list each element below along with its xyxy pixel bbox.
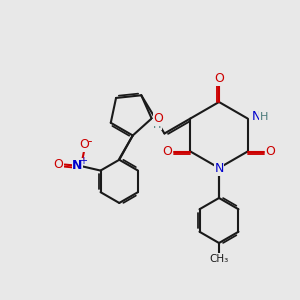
Text: -: - (87, 135, 92, 148)
Text: O: O (162, 145, 172, 158)
Text: O: O (214, 72, 224, 86)
Text: +: + (79, 156, 87, 166)
Text: N: N (72, 159, 82, 172)
Text: N: N (251, 110, 261, 124)
Text: CH₃: CH₃ (209, 254, 229, 264)
Text: N: N (214, 162, 224, 175)
Text: O: O (53, 158, 63, 171)
Text: H: H (260, 112, 268, 122)
Text: H: H (153, 119, 161, 130)
Text: O: O (153, 112, 163, 125)
Text: O: O (266, 145, 276, 158)
Text: O: O (79, 138, 89, 151)
